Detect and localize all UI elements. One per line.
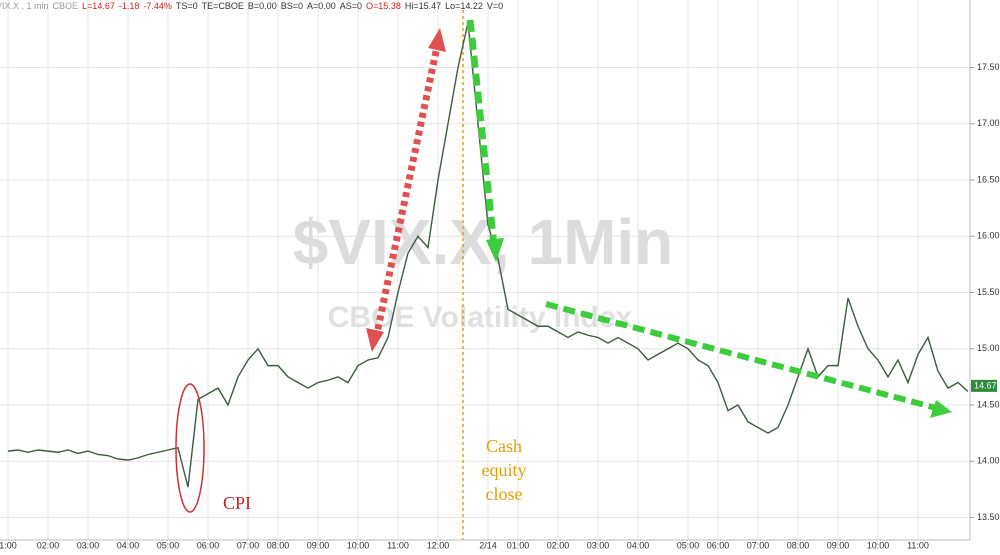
annotation: close [486,484,523,504]
header-item: A=0.00 [306,1,336,11]
header-item: O=15.38 [366,1,401,11]
x-tick-label: 07:00 [747,540,770,550]
x-tick-label: 12:00 [427,540,450,550]
y-tick-label: 16.50 [977,174,1000,184]
x-tick-label: 07:00 [237,540,260,550]
x-tick-label: 09:00 [827,540,850,550]
arrowhead [366,328,384,352]
header-item: B=0.00 [247,1,277,11]
x-tick-label: 03:00 [77,540,100,550]
header-item: AS=0 [339,1,363,11]
header-item: TE=CBOE [201,1,244,11]
y-tick-label: 13.50 [977,512,1000,522]
watermark-title: $VIX.X, 1Min [293,206,674,278]
x-tick-label: 06:00 [197,540,220,550]
x-tick-label: 08:00 [267,540,290,550]
x-tick-label: 02:00 [547,540,570,550]
x-tick-label: 03:00 [587,540,610,550]
y-tick-label: 15.50 [977,287,1000,297]
header-item: V=0 [486,1,504,11]
header-item: -7.44% [143,1,172,11]
y-tick-label: 17.00 [977,118,1000,128]
header-item: BS=0 [280,1,303,11]
annotation: equity [482,460,527,480]
x-tick-label: 06:00 [707,540,730,550]
x-tick-label: 02:00 [37,540,60,550]
x-tick-label: 11:00 [387,540,409,550]
y-tick-label: 14.50 [977,399,1000,409]
price-line [7,22,969,488]
header-item: Hi=15.47 [404,1,442,11]
annotation: Cash [486,436,522,456]
y-tick-label: 17.50 [977,62,1000,72]
header-item: TS=0 [175,1,198,11]
y-tick-label: 14.00 [977,456,1000,466]
arrowhead [930,400,952,418]
header-item: Lo=14.22 [445,1,483,11]
arrow-trend [545,301,937,411]
header-item: L=14.67 [82,1,115,11]
x-tick-label: 11:00 [907,540,929,550]
y-tick-label: 16.00 [977,231,1000,241]
x-tick-label: 01:00 [507,540,530,550]
x-tick-label: 04:00 [117,540,140,550]
header-item: VIX.X , 1 min [0,1,49,11]
arrow-up [372,41,442,339]
x-tick-label: 05:00 [157,540,180,550]
x-tick-label: 2/14 [479,540,497,550]
x-tick-label: 10:00 [347,540,370,550]
last-price-label: 14.67 [974,380,997,390]
y-tick-label: 15.00 [977,343,1000,353]
cpi-ellipse [175,383,205,513]
x-tick-label: 04:00 [627,540,650,550]
x-tick-label: 10:00 [867,540,890,550]
arrowhead [428,28,446,52]
x-tick-label: 05:00 [677,540,700,550]
arrowhead [486,238,504,262]
arrow-down [466,19,498,247]
x-tick-label: 09:00 [307,540,330,550]
x-tick-label: 08:00 [787,540,810,550]
header-item: CBOE [52,1,79,11]
header: VIX.X , 1 min CBOE L=14.67 -1.18 -7.44% TS=0 T… [0,1,507,11]
header-item: -1.18 [118,1,140,11]
x-tick-label: 1:00 [0,540,17,550]
annotation: CPI [223,493,251,513]
last-price-box [971,379,997,392]
